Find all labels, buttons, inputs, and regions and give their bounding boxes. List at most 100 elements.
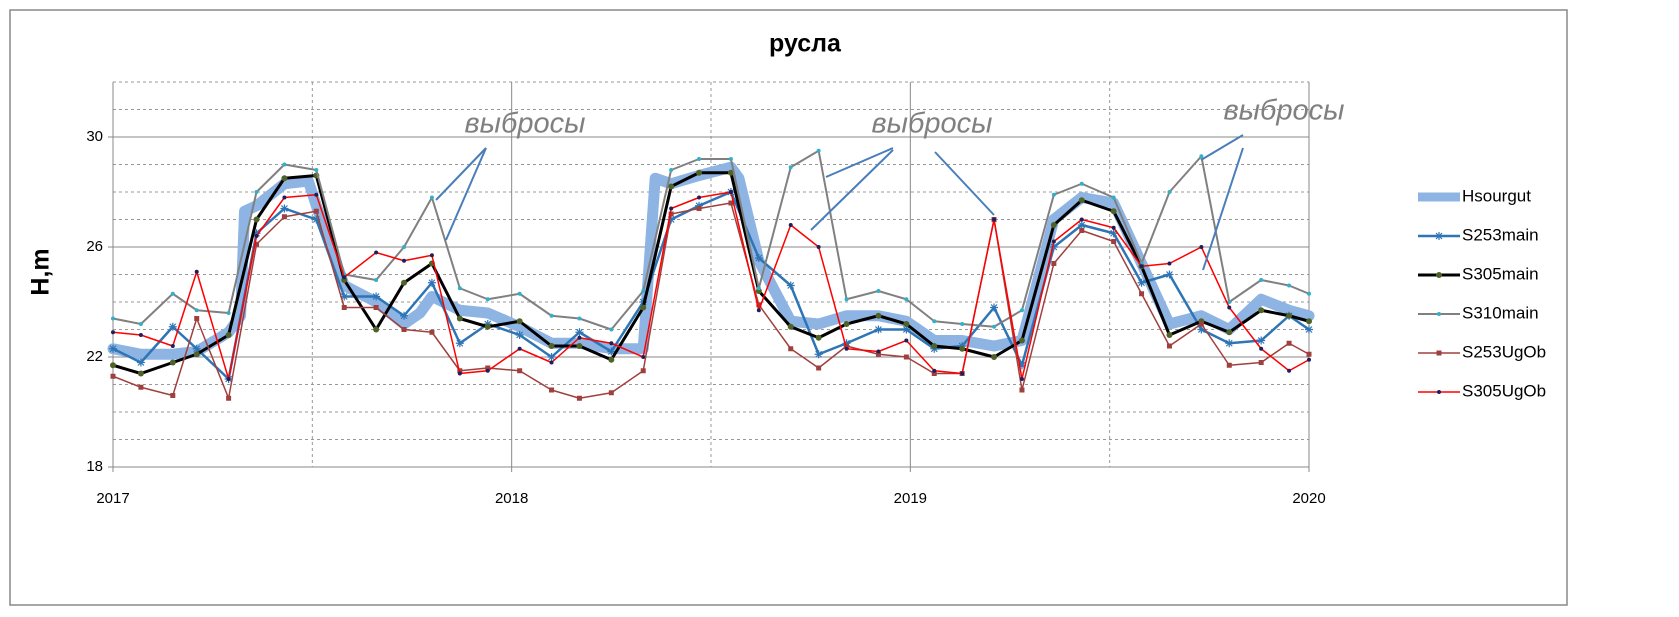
point (1258, 360, 1264, 365)
point (1199, 154, 1204, 159)
plot-area (107, 148, 1315, 401)
point (577, 316, 582, 321)
point (194, 308, 199, 313)
point (1287, 368, 1292, 373)
point (1051, 261, 1057, 266)
arrow (934, 151, 995, 216)
point (192, 344, 201, 353)
point (485, 368, 490, 373)
series (109, 188, 1313, 383)
point (226, 311, 231, 315)
point (788, 346, 794, 352)
point (138, 384, 144, 390)
point (1197, 325, 1206, 334)
point (1019, 308, 1024, 313)
point (457, 371, 462, 376)
point (110, 373, 116, 379)
point (402, 258, 407, 263)
point (517, 346, 522, 351)
point (401, 279, 408, 286)
chart-title: русла (769, 30, 842, 58)
point (226, 395, 232, 401)
point (669, 168, 674, 172)
point (313, 208, 319, 214)
point (429, 329, 435, 335)
point (254, 241, 260, 247)
point (960, 322, 965, 326)
point (697, 195, 702, 200)
point (254, 234, 259, 238)
annotation: выбросы (872, 108, 993, 140)
point (340, 292, 349, 301)
point (1139, 264, 1144, 269)
series-line (112, 202, 1310, 399)
point (932, 319, 937, 324)
point (932, 368, 937, 373)
arrow (825, 147, 894, 178)
point (1110, 208, 1117, 215)
x-tick-label: 2017 (96, 490, 129, 507)
point (902, 325, 911, 334)
legend-marker (1436, 350, 1442, 356)
arrow (445, 147, 487, 241)
point (876, 349, 881, 354)
point (696, 169, 703, 176)
point (193, 351, 200, 358)
point (342, 275, 347, 280)
point (669, 206, 674, 211)
point (607, 347, 616, 356)
point (1079, 217, 1084, 222)
point (815, 334, 822, 341)
point (609, 327, 614, 332)
legend-label: Hsourgut (1462, 186, 1531, 205)
point (170, 344, 175, 348)
point (1017, 361, 1026, 370)
point (842, 339, 851, 348)
arrow (810, 149, 894, 231)
point (1167, 261, 1172, 266)
point (457, 286, 462, 291)
point (427, 278, 436, 287)
point (1019, 387, 1025, 393)
point (903, 354, 909, 360)
point (111, 316, 115, 321)
point (1050, 222, 1057, 228)
point (695, 201, 704, 210)
point (517, 368, 523, 374)
point (992, 217, 997, 222)
point (1139, 291, 1145, 297)
legend-marker (1437, 390, 1441, 394)
point (641, 289, 646, 293)
point (281, 214, 287, 220)
point (1199, 245, 1204, 249)
point (728, 190, 733, 194)
point (1259, 278, 1264, 282)
point (1167, 190, 1172, 194)
point (990, 303, 999, 312)
arrow (435, 147, 487, 201)
point (1286, 340, 1292, 346)
point (547, 353, 556, 361)
point (608, 390, 614, 396)
legend-label: S310main (1462, 303, 1539, 322)
point (844, 297, 849, 302)
point (225, 332, 232, 338)
series (111, 148, 1311, 332)
point (226, 377, 231, 381)
point (816, 245, 821, 249)
point (314, 168, 319, 172)
series-line (112, 191, 1310, 380)
point (577, 335, 582, 340)
point (1286, 312, 1293, 319)
point (374, 278, 379, 282)
point (786, 281, 795, 290)
x-tick-label: 2018 (495, 490, 528, 507)
point (816, 365, 822, 371)
point (280, 204, 289, 213)
point (517, 291, 522, 296)
point (727, 169, 734, 176)
point (844, 346, 849, 351)
point (697, 157, 702, 161)
grid: 18 22 26 30 2017 2018 2019 2020 (86, 81, 1326, 507)
point (138, 333, 143, 337)
